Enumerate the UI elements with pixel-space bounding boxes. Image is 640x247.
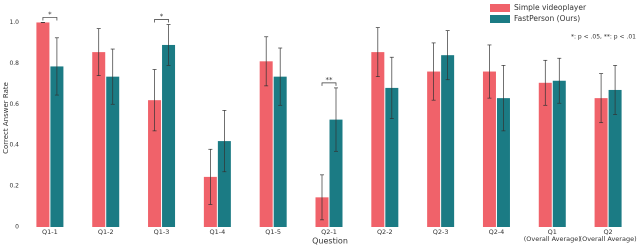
y-tick-label: 0.6 (9, 101, 19, 108)
x-tick-label: Q2-3 (432, 228, 449, 236)
y-tick-label: 0.8 (9, 60, 19, 67)
significance-marker: ** (326, 76, 334, 84)
bar (148, 100, 162, 227)
significance-marker: * (48, 10, 52, 18)
y-tick-label: 1.0 (9, 19, 19, 26)
bar (538, 82, 552, 227)
bar (371, 52, 385, 228)
significance-bracket (42, 17, 58, 21)
bar (385, 87, 399, 227)
significance-bracket (321, 82, 337, 86)
bar (608, 89, 622, 227)
x-tick-label: Q2-2 (376, 228, 393, 236)
bar (50, 66, 64, 227)
bar (496, 98, 510, 228)
legend-label: FastPerson (Ours) (514, 14, 580, 23)
x-tick-label: Q1-4 (209, 228, 226, 236)
x-axis-label: Question (312, 237, 348, 246)
bar (427, 71, 441, 227)
legend-swatch (490, 4, 510, 12)
y-tick-label: 0.4 (9, 142, 19, 149)
bar (552, 80, 566, 227)
bar (259, 61, 273, 228)
bar (482, 71, 496, 227)
bar (441, 55, 455, 227)
x-tick-label: Q1 (Overall Average) (523, 228, 581, 243)
bar (106, 76, 120, 227)
bar (329, 119, 343, 227)
x-tick-label: Q1-5 (265, 228, 282, 236)
bar (217, 141, 231, 227)
x-tick-label: Q1-1 (42, 228, 58, 236)
legend-swatch (490, 15, 510, 23)
y-tick-label: 0 (15, 224, 19, 231)
bar (273, 76, 287, 227)
bar (36, 22, 50, 228)
bar (162, 44, 176, 227)
x-tick-label: Q2 (Overall Average) (579, 228, 637, 243)
significance-note: *: p < .05, **: p < .01 (571, 34, 636, 41)
significance-bracket (154, 19, 169, 23)
bar (594, 98, 608, 228)
bar (92, 52, 106, 228)
legend-label: Simple videoplayer (514, 3, 587, 12)
y-axis-label: Correct Answer Rate (2, 82, 10, 154)
x-tick-label: Q2-1 (321, 228, 337, 236)
x-tick-label: Q2-4 (488, 228, 505, 236)
significance-marker: * (160, 13, 164, 21)
y-tick-label: 0.2 (9, 183, 19, 190)
x-tick-label: Q1-2 (97, 228, 114, 236)
x-tick-label: Q1-3 (153, 228, 170, 236)
